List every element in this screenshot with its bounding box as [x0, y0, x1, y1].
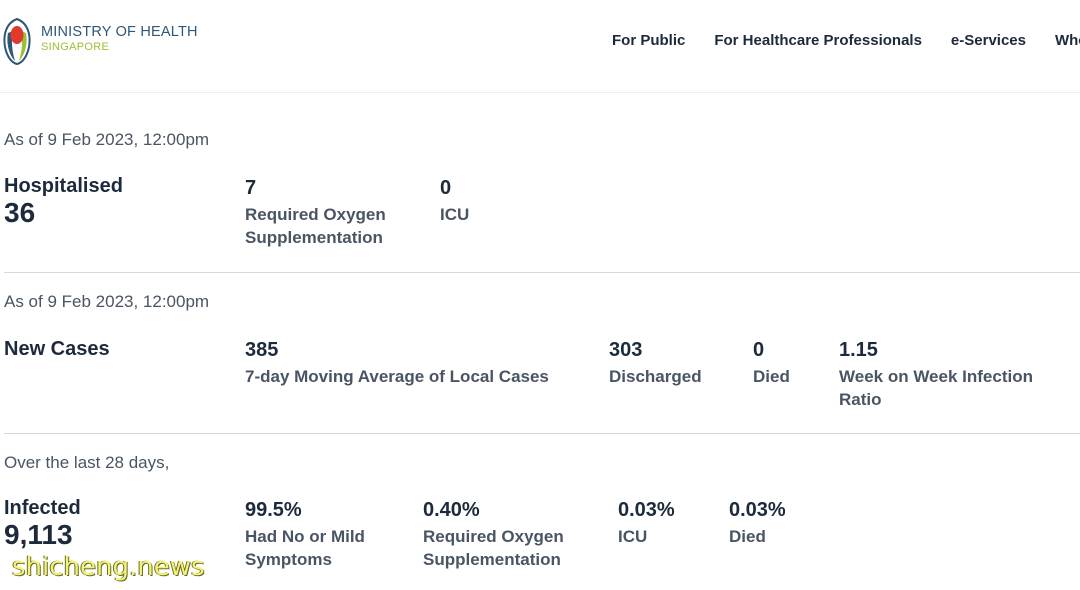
nav-e-services[interactable]: e-Services: [950, 32, 1026, 49]
infected-oxygen-label: Required Oxygen Supplementation: [423, 527, 564, 569]
infected-label: Infected: [4, 497, 81, 519]
died-label: Died: [753, 367, 790, 386]
nav-who-we-are[interactable]: Who V: [1054, 32, 1080, 49]
infection-ratio-value: 1.15: [839, 339, 878, 361]
infected-oxygen-value: 0.40%: [423, 499, 480, 521]
infected-stat: Infected 9,113: [4, 497, 81, 551]
icu-label: ICU: [440, 205, 470, 224]
moh-emblem-icon: [3, 17, 31, 65]
oxygen-stat: 7 Required Oxygen Supplementation: [245, 177, 415, 249]
oxygen-label: Required Oxygen Supplementation: [245, 205, 386, 247]
moving-average-stat: 385 7-day Moving Average of Local Cases: [245, 339, 585, 388]
watermark-text: shicheng.news: [12, 552, 205, 582]
infected-died-label: Died: [729, 527, 766, 546]
infected-icu-stat: 0.03% ICU: [618, 499, 708, 548]
new-cases-stat: New Cases: [4, 338, 110, 361]
infected-died-stat: 0.03% Died: [729, 499, 819, 548]
icu-stat: 0 ICU: [440, 177, 560, 226]
moving-average-value: 385: [245, 339, 279, 361]
hospitalised-value: 36: [4, 197, 36, 228]
oxygen-value: 7: [245, 177, 257, 199]
mild-symptoms-label: Had No or Mild Symptoms: [245, 527, 365, 569]
discharged-value: 303: [609, 339, 643, 361]
section-divider: [4, 433, 1080, 434]
site-header: MINISTRY OF HEALTH SINGAPORE For Public …: [0, 0, 1080, 93]
nav-for-healthcare-professionals[interactable]: For Healthcare Professionals: [714, 32, 922, 49]
died-stat: 0 Died: [753, 339, 823, 388]
mild-symptoms-stat: 99.5% Had No or Mild Symptoms: [245, 499, 405, 571]
infected-icu-label: ICU: [618, 527, 648, 546]
section-divider: [4, 272, 1080, 273]
infection-ratio-label: Week on Week Infection Ratio: [839, 367, 1033, 409]
new-cases-label: New Cases: [4, 338, 110, 360]
hospitalised-stat: Hospitalised 36: [4, 175, 123, 229]
nav-for-public[interactable]: For Public: [612, 32, 686, 49]
infected-died-value: 0.03%: [729, 499, 786, 521]
infected-oxygen-stat: 0.40% Required Oxygen Supplementation: [423, 499, 593, 571]
new-cases-as-of: As of 9 Feb 2023, 12:00pm: [4, 292, 210, 311]
moh-logo[interactable]: MINISTRY OF HEALTH SINGAPORE: [2, 17, 198, 65]
mild-symptoms-value: 99.5%: [245, 499, 302, 521]
hospitalised-as-of: As of 9 Feb 2023, 12:00pm: [4, 130, 210, 149]
infection-ratio-stat: 1.15 Week on Week Infection Ratio: [839, 339, 1064, 411]
hospitalised-label: Hospitalised: [4, 175, 123, 197]
moving-average-label: 7-day Moving Average of Local Cases: [245, 367, 549, 386]
infected-icu-value: 0.03%: [618, 499, 675, 521]
icu-value: 0: [440, 177, 452, 199]
main-nav: For Public For Healthcare Professionals …: [612, 32, 1080, 49]
brand-subtitle: SINGAPORE: [41, 40, 110, 53]
brand-title: MINISTRY OF HEALTH: [41, 24, 198, 40]
died-value: 0: [753, 339, 765, 361]
infected-value: 9,113: [4, 519, 73, 550]
discharged-label: Discharged: [609, 367, 702, 386]
infected-period: Over the last 28 days,: [4, 453, 170, 472]
discharged-stat: 303 Discharged: [609, 339, 739, 388]
